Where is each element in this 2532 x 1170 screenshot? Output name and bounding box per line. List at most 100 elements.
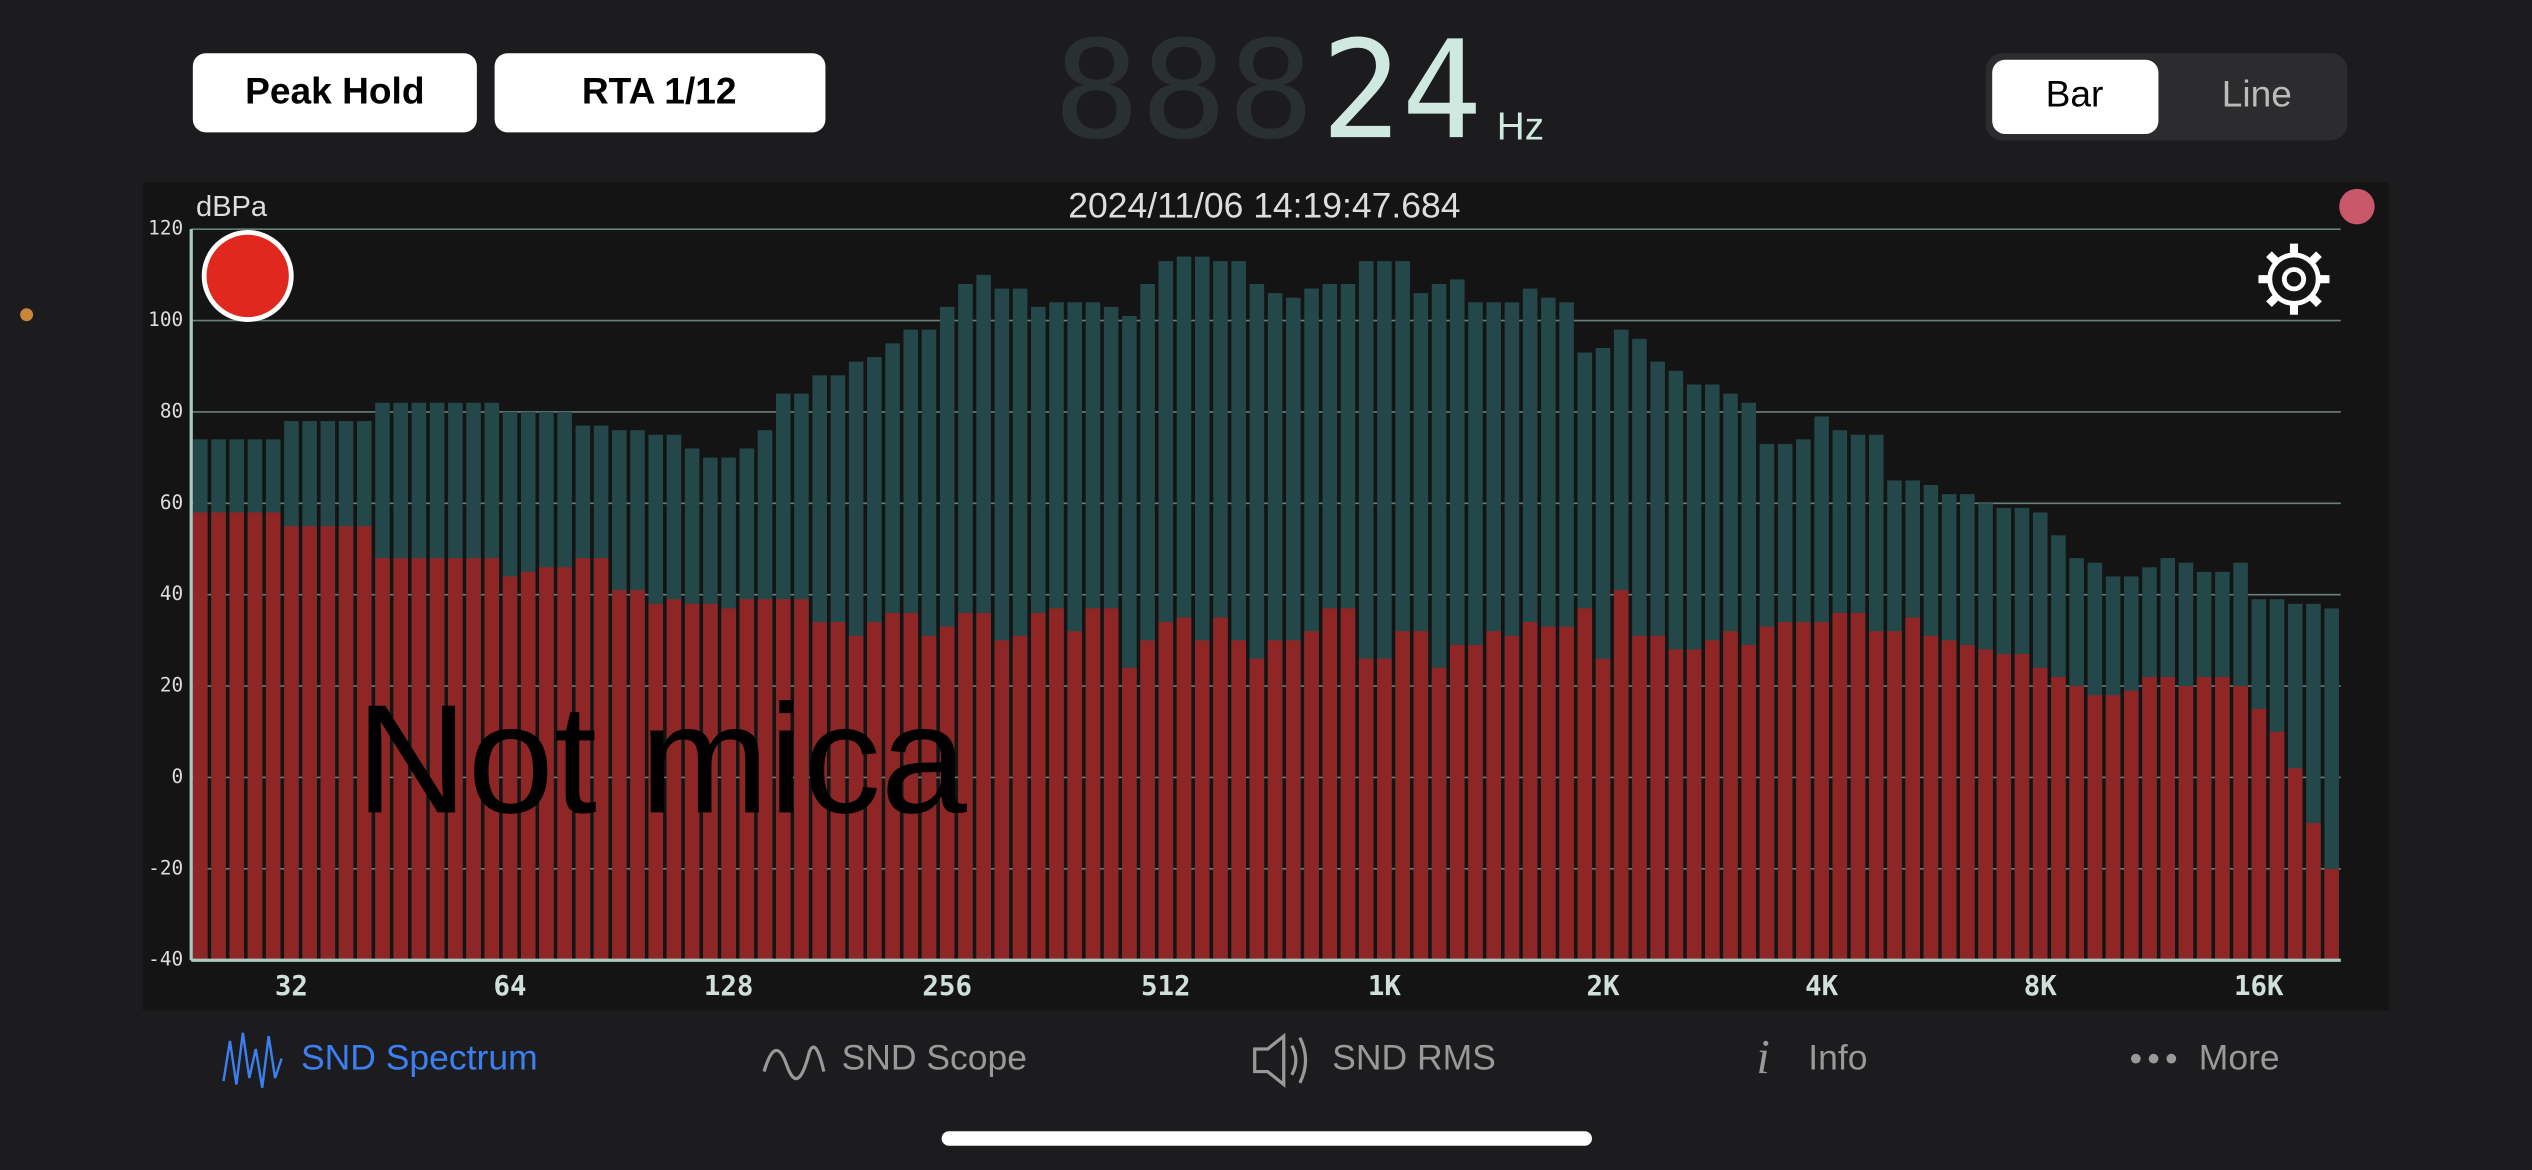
status-dot bbox=[20, 308, 34, 322]
settings-button[interactable] bbox=[2258, 243, 2330, 315]
bar bbox=[1577, 608, 1593, 961]
x-tick-label: 4K bbox=[1805, 971, 1839, 1002]
peak-hold-button[interactable] bbox=[192, 53, 477, 133]
bar bbox=[2087, 695, 2103, 961]
bar bbox=[775, 599, 791, 961]
bar bbox=[429, 558, 445, 961]
y-tick-label: -20 bbox=[148, 856, 183, 879]
bar bbox=[1832, 612, 1848, 961]
bar bbox=[721, 608, 736, 961]
bar bbox=[612, 590, 627, 961]
bar bbox=[2269, 731, 2285, 961]
peak-hold-label[interactable]: Peak Hold bbox=[245, 69, 424, 111]
x-tick-label: 64 bbox=[493, 971, 526, 1002]
bar bbox=[1140, 640, 1155, 961]
y-tick-label: 20 bbox=[160, 674, 183, 697]
tab-more[interactable]: More bbox=[2199, 1038, 2280, 1078]
bar bbox=[1595, 658, 1611, 961]
y-tick-label: -40 bbox=[148, 948, 183, 971]
bar bbox=[247, 512, 263, 961]
watermark: Not mica bbox=[356, 672, 968, 845]
bar bbox=[338, 526, 354, 961]
bar bbox=[539, 567, 554, 961]
bar bbox=[885, 612, 900, 961]
bar bbox=[1522, 622, 1538, 961]
y-tick-label: 100 bbox=[148, 308, 183, 331]
bar bbox=[1449, 644, 1465, 961]
bar bbox=[502, 576, 518, 961]
bar bbox=[302, 526, 317, 961]
bar bbox=[211, 512, 226, 961]
record-button[interactable] bbox=[201, 229, 294, 322]
bar bbox=[375, 558, 390, 961]
bar bbox=[466, 558, 481, 961]
bar bbox=[958, 612, 973, 961]
bar bbox=[1304, 631, 1319, 961]
bar bbox=[2178, 686, 2194, 961]
bar bbox=[1431, 667, 1447, 961]
bar bbox=[648, 603, 664, 961]
bar bbox=[1613, 590, 1629, 961]
status-indicator bbox=[2339, 188, 2375, 225]
rta-button[interactable] bbox=[494, 53, 826, 133]
bar bbox=[1541, 626, 1556, 961]
bar bbox=[1941, 640, 1957, 961]
y-tick-label: 120 bbox=[148, 217, 183, 240]
bar bbox=[666, 599, 682, 961]
tab-spectrum[interactable]: SND Spectrum bbox=[301, 1038, 538, 1078]
bar bbox=[1340, 608, 1356, 961]
bar bbox=[1814, 622, 1829, 961]
bar bbox=[520, 571, 536, 961]
bar bbox=[1486, 631, 1501, 961]
bar bbox=[484, 558, 500, 961]
bar bbox=[1923, 635, 1939, 961]
bar bbox=[2069, 686, 2084, 961]
bar bbox=[1322, 608, 1338, 961]
bar bbox=[1996, 654, 2012, 961]
tab-scope[interactable]: SND Scope bbox=[842, 1038, 1027, 1078]
bar bbox=[867, 622, 882, 961]
bar bbox=[1796, 622, 1811, 961]
ghost-digits: 888 bbox=[1053, 11, 1314, 169]
bar bbox=[1049, 608, 1064, 961]
bar bbox=[703, 603, 718, 961]
bar bbox=[739, 599, 755, 961]
bar bbox=[393, 558, 408, 961]
bar bbox=[2142, 676, 2157, 961]
tab-info[interactable]: Info bbox=[1808, 1038, 1867, 1078]
bar bbox=[1868, 631, 1884, 961]
bar-label[interactable]: Bar bbox=[2046, 73, 2104, 115]
bar bbox=[994, 640, 1010, 961]
bar bbox=[1031, 612, 1046, 961]
bar bbox=[1413, 631, 1429, 961]
bar bbox=[1358, 658, 1374, 961]
bar bbox=[1122, 667, 1137, 961]
bar bbox=[356, 526, 372, 961]
bar-segment[interactable] bbox=[1992, 59, 2159, 134]
bar bbox=[1887, 631, 1902, 961]
bar bbox=[2233, 686, 2248, 961]
plot: 120 100 80 60 40 20 0 -20 -40 32 64 128 256 512 1K 2K 4K… bbox=[148, 217, 2341, 1002]
bar bbox=[1286, 640, 1301, 961]
bar bbox=[2196, 676, 2212, 961]
bar bbox=[848, 635, 864, 961]
bar bbox=[2160, 676, 2176, 961]
bar bbox=[2124, 690, 2139, 961]
bar bbox=[757, 599, 773, 961]
bar bbox=[2324, 868, 2339, 961]
bar bbox=[229, 512, 245, 961]
bar bbox=[684, 603, 700, 961]
bar bbox=[630, 590, 645, 961]
bar bbox=[1668, 649, 1684, 961]
bar bbox=[1504, 635, 1520, 961]
bar bbox=[411, 558, 427, 961]
scope-icon bbox=[762, 1045, 826, 1081]
bar bbox=[1194, 640, 1210, 961]
bar bbox=[1085, 608, 1101, 961]
x-tick-label: 1K bbox=[1368, 971, 1402, 1002]
rms-icon bbox=[1253, 1032, 1308, 1088]
home-indicator bbox=[941, 1131, 1592, 1146]
tab-rms[interactable]: SND RMS bbox=[1332, 1038, 1496, 1078]
line-label[interactable]: Line bbox=[2222, 73, 2292, 115]
more-icon bbox=[2130, 1053, 2177, 1064]
